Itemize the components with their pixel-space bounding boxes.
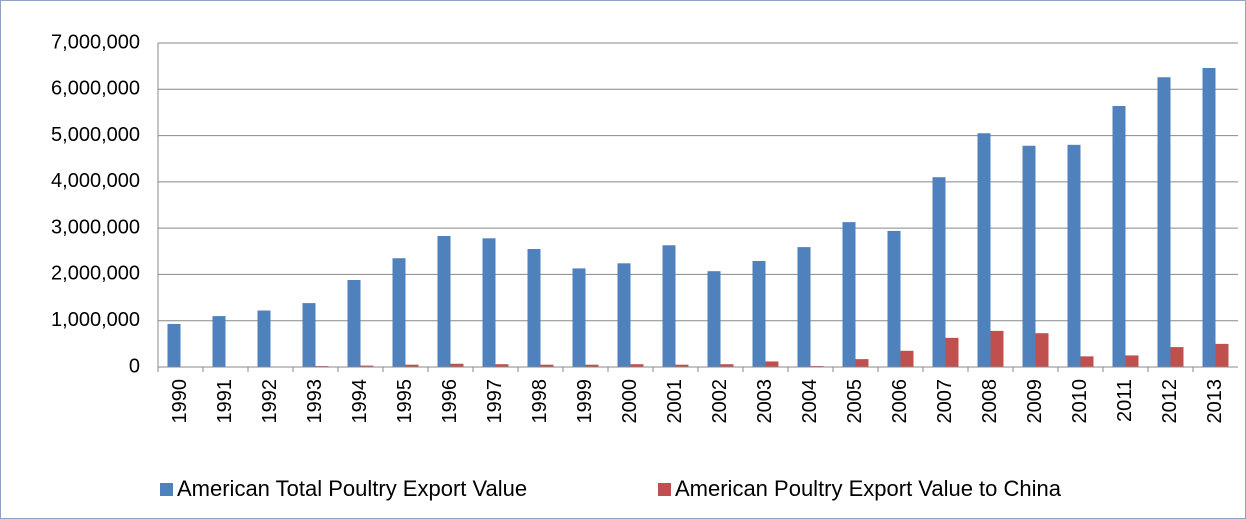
- x-tick-label: 2008: [979, 379, 1001, 424]
- y-tick-label: 7,000,000: [51, 31, 140, 53]
- y-tick-label: 0: [129, 355, 140, 377]
- bar: [1022, 145, 1036, 367]
- bar: [675, 364, 689, 367]
- x-tick-label: 2010: [1069, 379, 1091, 424]
- legend-label: American Total Poultry Export Value: [177, 476, 527, 501]
- bar: [752, 261, 766, 367]
- bar: [1170, 347, 1184, 367]
- bar: [932, 177, 946, 367]
- bar: [527, 248, 541, 367]
- bar: [392, 258, 406, 367]
- x-tick-label: 2000: [619, 379, 641, 424]
- x-tick-label: 2006: [889, 379, 911, 424]
- bar: [1202, 67, 1216, 367]
- x-tick-label: 1990: [169, 379, 191, 424]
- y-tick-label: 2,000,000: [51, 263, 140, 285]
- bar: [495, 364, 509, 367]
- bar: [842, 222, 856, 367]
- x-tick-label: 2005: [844, 379, 866, 424]
- bar: [855, 359, 869, 367]
- x-tick-label: 1993: [304, 379, 326, 424]
- y-tick-label: 4,000,000: [51, 170, 140, 192]
- x-tick-label: 2003: [754, 379, 776, 424]
- x-tick-label: 2002: [709, 379, 731, 424]
- legend-swatch: [658, 483, 671, 496]
- x-tick-label: 2009: [1024, 379, 1046, 424]
- bar: [405, 364, 419, 367]
- bar: [572, 268, 586, 367]
- bar: [257, 310, 271, 367]
- bar: [212, 316, 226, 367]
- legend-label: American Poultry Export Value to China: [675, 476, 1062, 501]
- bar: [1035, 333, 1049, 367]
- bar: [1080, 356, 1094, 367]
- bar: [707, 271, 721, 367]
- bar: [167, 323, 181, 367]
- bar: [720, 364, 734, 367]
- bar: [585, 364, 599, 367]
- bar: [1215, 343, 1229, 367]
- x-tick-label: 1991: [214, 379, 236, 424]
- y-tick-label: 5,000,000: [51, 124, 140, 146]
- x-tick-label: 2007: [934, 379, 956, 424]
- bar: [482, 238, 496, 367]
- x-tick-label: 1998: [529, 379, 551, 424]
- bar: [302, 303, 316, 367]
- y-tick-label: 6,000,000: [51, 78, 140, 100]
- bar: [765, 361, 779, 367]
- bar: [617, 263, 631, 367]
- legend-swatch: [160, 483, 173, 496]
- y-tick-label: 1,000,000: [51, 309, 140, 331]
- bar: [945, 337, 959, 367]
- x-tick-label: 1999: [574, 379, 596, 424]
- bar: [540, 364, 554, 367]
- bar: [662, 245, 676, 367]
- bar: [1067, 144, 1081, 367]
- bar: [797, 247, 811, 367]
- x-tick-label: 2011: [1114, 379, 1136, 422]
- bar: [1125, 355, 1139, 367]
- bar: [900, 350, 914, 367]
- x-tick-label: 1995: [394, 379, 416, 424]
- bar: [360, 365, 374, 367]
- bar: [630, 364, 644, 367]
- bar: [347, 279, 361, 367]
- y-tick-label: 3,000,000: [51, 216, 140, 238]
- x-tick-label: 1997: [484, 379, 506, 424]
- bar: [437, 236, 451, 367]
- x-tick-label: 2001: [664, 379, 686, 424]
- bar: [1112, 105, 1126, 367]
- x-tick-label: 2013: [1204, 379, 1226, 424]
- x-tick-label: 2004: [799, 379, 821, 424]
- bar: [887, 230, 901, 367]
- x-tick-label: 1994: [349, 379, 371, 424]
- x-tick-label: 2012: [1159, 379, 1181, 424]
- bar: [977, 133, 991, 367]
- bar: [1157, 77, 1171, 367]
- bar: [450, 363, 464, 367]
- x-tick-label: 1996: [439, 379, 461, 424]
- bar: [990, 330, 1004, 367]
- x-tick-label: 1992: [259, 379, 281, 424]
